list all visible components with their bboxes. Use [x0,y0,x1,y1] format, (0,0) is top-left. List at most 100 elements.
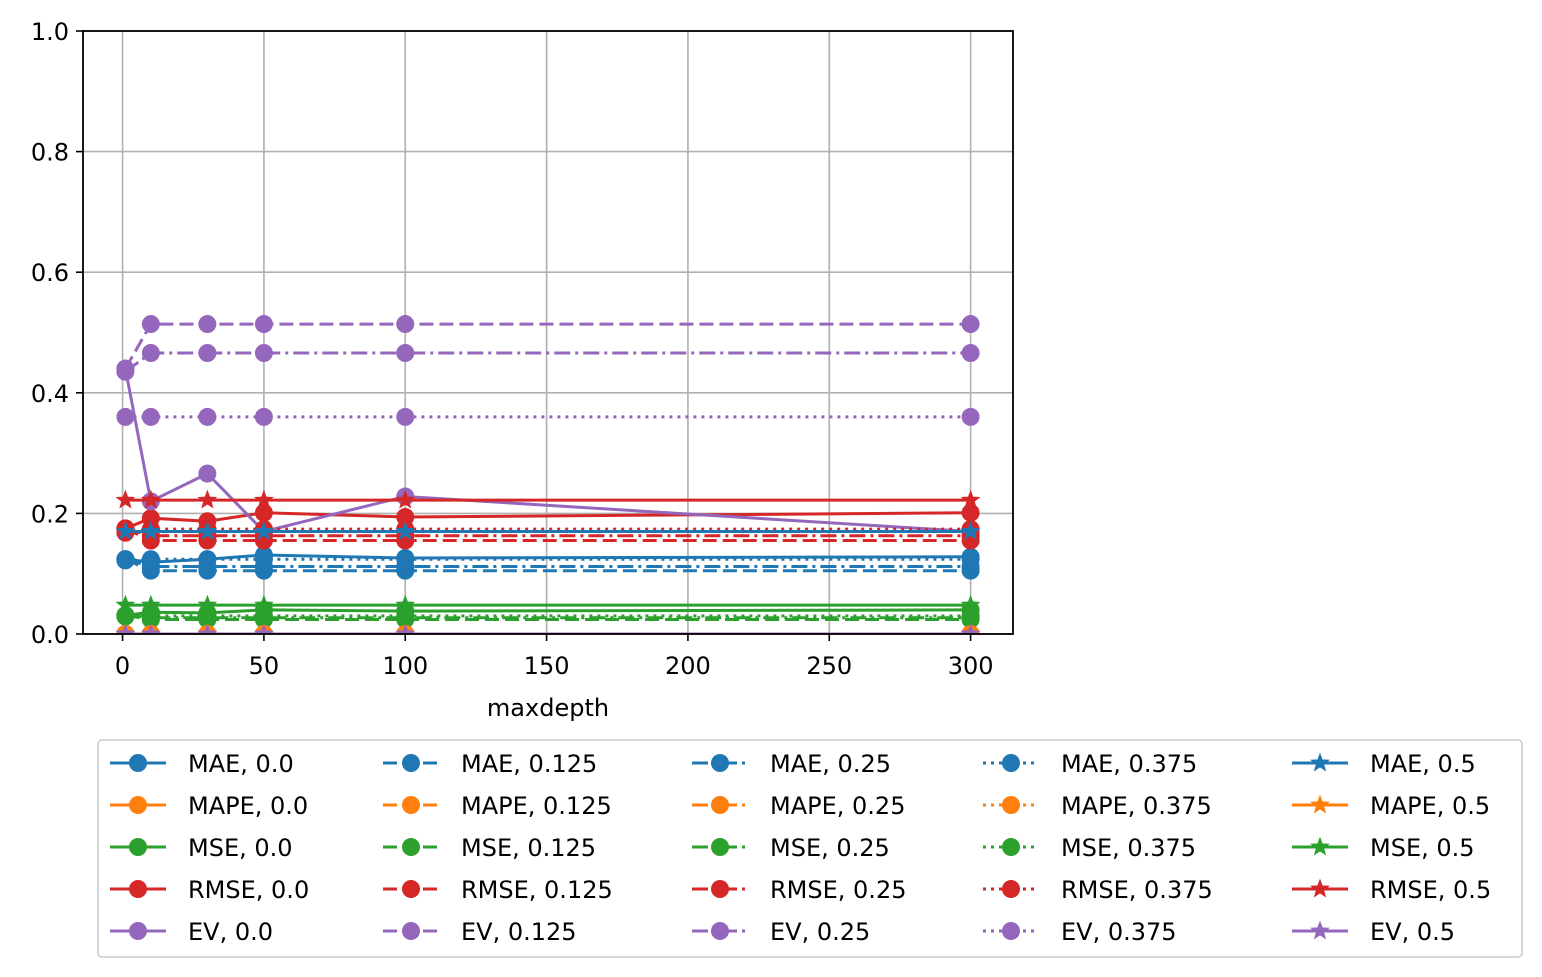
legend-item: EV, 0.0 [110,918,273,946]
series-ev-0-5 [115,623,981,634]
legend-label: EV, 0.125 [461,918,577,946]
legend-marker [711,922,729,940]
data-point [115,489,136,509]
data-point [961,503,980,522]
legend-item: MAPE, 0.125 [383,792,612,820]
data-point [960,594,981,614]
legend-label: MAPE, 0.125 [461,792,612,820]
legend-marker [711,754,729,772]
data-point [961,407,980,426]
legend-marker [1310,794,1330,814]
y-tick-label: 0.4 [31,380,69,408]
data-point [395,594,416,614]
legend-label: MSE, 0.0 [188,834,293,862]
legend-item: EV, 0.125 [383,918,577,946]
legend-marker [402,922,420,940]
legend-label: RMSE, 0.375 [1061,876,1213,904]
legend-marker [1002,796,1020,814]
data-point [396,407,415,426]
legend-label: MAE, 0.375 [1061,750,1197,778]
series-mae-0-375 [116,550,980,570]
data-point [141,407,160,426]
data-point [254,407,273,426]
data-point [961,550,980,569]
data-point [116,551,135,570]
legend-item: RMSE, 0.25 [692,876,906,904]
legend-marker [129,796,147,814]
data-point [254,550,273,569]
legend-label: RMSE, 0.25 [770,876,906,904]
x-tick-label: 100 [382,652,428,680]
legend-label: MSE, 0.125 [461,834,596,862]
legend: MAE, 0.0 MAPE, 0.0 MSE, 0.0 RMSE, 0.0 EV, 0.… [97,739,1523,958]
data-point [960,623,981,634]
data-point [396,550,415,569]
data-point [961,606,980,625]
data-point [198,464,217,483]
legend-item: MAPE, 0.5 [1292,792,1490,820]
legend-item: EV, 0.375 [983,918,1177,946]
legend-label: MSE, 0.375 [1061,834,1196,862]
x-tick-label: 150 [524,652,570,680]
legend-label: MSE, 0.25 [770,834,890,862]
legend-label: RMSE, 0.5 [1370,876,1491,904]
data-point [960,489,981,509]
data-point [116,362,135,381]
x-tick-label: 0 [115,652,130,680]
legend-item: RMSE, 0.375 [983,876,1213,904]
data-point [197,594,218,614]
legend-marker [1310,920,1330,940]
series-line [124,351,971,373]
data-point [141,315,160,334]
data-point [198,344,217,363]
data-point [197,623,218,634]
data-point [140,623,161,634]
data-point [396,315,415,334]
data-point [395,489,416,509]
legend-label: EV, 0.25 [770,918,870,946]
data-point [198,550,217,569]
legend-label: EV, 0.375 [1061,918,1177,946]
data-point [140,594,161,614]
data-point [115,594,136,614]
legend-item: MSE, 0.25 [692,834,890,862]
legend-item: MAPE, 0.375 [983,792,1212,820]
data-point [396,344,415,363]
legend-marker [402,796,420,814]
legend-item: MAE, 0.125 [383,750,597,778]
data-point [961,344,980,363]
data-point [960,521,981,540]
legend-marker [129,880,147,898]
legend-label: EV, 0.5 [1370,918,1455,946]
legend-marker [402,880,420,898]
data-point [254,315,273,334]
legend-marker [129,838,147,856]
data-point [116,407,135,426]
x-tick-label: 250 [806,652,852,680]
legend-marker [711,838,729,856]
legend-marker [711,880,729,898]
series-rmse-0-5 [115,489,981,509]
data-point [141,550,160,569]
data-point [140,521,161,540]
legend-item: RMSE, 0.0 [110,876,309,904]
legend-item: MSE, 0.5 [1292,834,1475,862]
axes-frame [82,30,1014,635]
y-tick-label: 0.6 [31,259,69,287]
data-point [116,607,135,626]
legend-marker [1002,880,1020,898]
legend-item: MAE, 0.0 [110,750,294,778]
legend-item: MSE, 0.375 [983,834,1196,862]
series-ev-0-25 [116,344,980,381]
series-line [123,368,971,534]
legend-label: MAPE, 0.375 [1061,792,1212,820]
data-point [198,315,217,334]
data-point [141,344,160,363]
legend-item: MSE, 0.125 [383,834,596,862]
data-point [254,521,274,540]
legend-item: EV, 0.25 [692,918,870,946]
legend-label: MAPE, 0.25 [770,792,905,820]
legend-item: EV, 0.5 [1292,918,1455,946]
data-point [254,503,273,522]
legend-item: MAPE, 0.25 [692,792,905,820]
